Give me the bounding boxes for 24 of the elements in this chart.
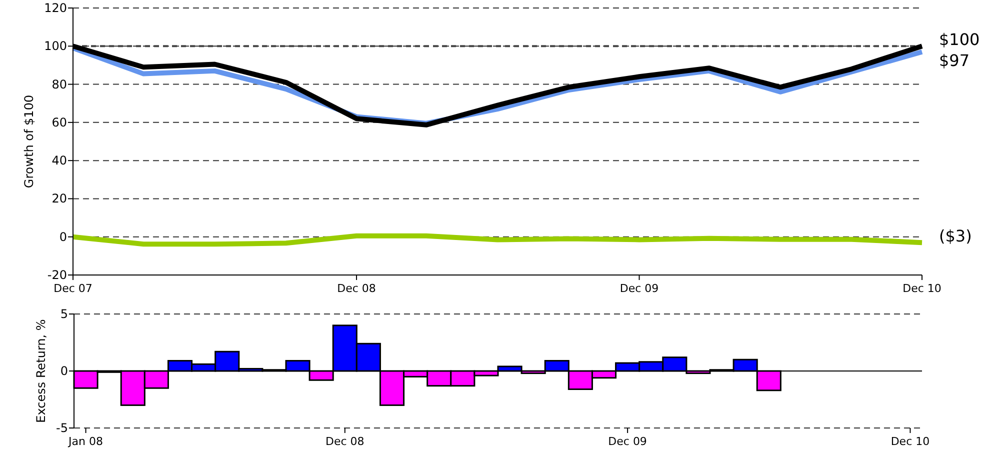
y-axis-title: Growth of $100 [22, 94, 36, 188]
y-tick-label: 60 [52, 115, 67, 130]
x-tick-label: Dec 07 [54, 282, 92, 295]
y-tick-label: -5 [56, 421, 68, 435]
data-label: $100 [939, 30, 980, 50]
x-tick-label: Dec 09 [620, 282, 659, 295]
y-tick-label: 0 [59, 230, 67, 244]
y-tick-label: 40 [52, 154, 67, 168]
y-tick-label: 80 [52, 77, 67, 92]
y-tick-label: 20 [52, 192, 67, 206]
y-tick-label: 5 [60, 307, 68, 321]
y-tick-label: 120 [44, 1, 67, 15]
x-tick-label: Dec 09 [608, 435, 647, 448]
x-tick-label: Dec 10 [902, 282, 942, 295]
y-tick-label: 100 [44, 39, 67, 54]
y-tick-label: 0 [60, 364, 68, 378]
data-label: $97 [939, 51, 970, 70]
data-label: ($3) [939, 226, 972, 246]
y-axis-title: Excess Return, % [34, 319, 48, 423]
x-tick-label: Dec 08 [326, 435, 364, 448]
y-tick-label: -20 [47, 268, 67, 282]
x-tick-label: Dec 10 [890, 435, 930, 448]
x-tick-label: Jan 08 [68, 435, 104, 448]
x-tick-label: Dec 08 [337, 282, 376, 295]
